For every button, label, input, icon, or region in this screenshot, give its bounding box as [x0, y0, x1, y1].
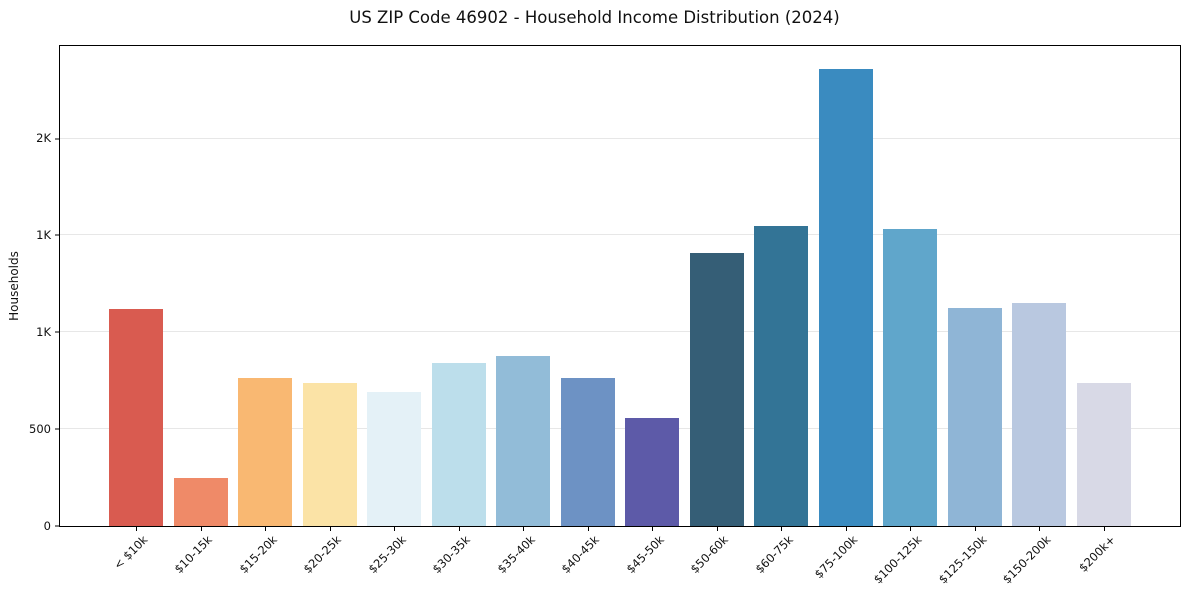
- x-tick-label: $45-50k: [623, 532, 667, 577]
- x-tick-label: $150-200k: [1000, 532, 1054, 587]
- x-tick-label: $50-60k: [687, 532, 732, 577]
- bar: [109, 309, 163, 526]
- x-tick-mark: [587, 526, 589, 531]
- x-tick-label: < $10k: [110, 532, 151, 573]
- x-tick-mark: [845, 526, 847, 531]
- bar-column: $50-60k: [688, 46, 744, 576]
- bar-column: $15-20k: [236, 46, 293, 576]
- x-tick-label: $100-125k: [871, 532, 925, 587]
- bar-column: $150-200k: [1000, 46, 1067, 586]
- bar: [302, 382, 357, 526]
- x-tick-mark: [136, 526, 137, 531]
- bar-column: $10-15k: [172, 46, 228, 576]
- y-tick-mark: [55, 525, 60, 527]
- y-tick-label: 0: [43, 518, 51, 533]
- bar: [496, 355, 551, 526]
- y-tick-label: 500: [29, 421, 51, 436]
- gridline: [60, 137, 1180, 139]
- gridline: [60, 331, 1180, 333]
- bar: [1076, 382, 1131, 526]
- x-tick-mark: [265, 526, 267, 531]
- bar-column: $75-100k: [812, 46, 873, 581]
- x-tick-label: $200k+: [1076, 532, 1119, 575]
- bar-column: $40-45k: [559, 46, 615, 576]
- x-tick-mark: [394, 526, 396, 531]
- x-tick-label: $10-15k: [171, 532, 216, 577]
- bar: [560, 377, 615, 526]
- x-tick-mark: [910, 526, 912, 531]
- x-tick-mark: [974, 526, 976, 531]
- bar: [947, 308, 1002, 526]
- x-tick-mark: [329, 526, 331, 531]
- x-tick-label: $40-45k: [558, 532, 603, 577]
- y-tick-label: 1K: [36, 227, 51, 242]
- x-tick-label: $15-20k: [236, 532, 280, 577]
- bar: [689, 252, 744, 526]
- x-tick-label: $125-150k: [935, 532, 990, 587]
- bar-column: $25-30k: [365, 46, 422, 576]
- bar-column: $125-150k: [936, 46, 1002, 586]
- bar-column: $20-25k: [301, 46, 357, 576]
- y-tick-label: 1K: [36, 324, 51, 339]
- bar: [818, 68, 873, 526]
- x-tick-label: $60-75k: [752, 532, 796, 577]
- y-axis-label: Households: [7, 251, 21, 321]
- x-tick-mark: [1039, 526, 1041, 531]
- bar-column: $60-75k: [752, 46, 809, 576]
- x-tick-mark: [1103, 526, 1105, 531]
- bar: [367, 392, 422, 526]
- x-tick-label: $25-30k: [365, 532, 409, 577]
- x-tick-label: $30-35k: [429, 532, 474, 577]
- x-tick-mark: [523, 526, 525, 531]
- bar-column: $100-125k: [871, 46, 938, 586]
- y-tick-mark: [55, 234, 60, 236]
- bar-column: $30-35k: [430, 46, 486, 576]
- chart-title: US ZIP Code 46902 - Household Income Dis…: [349, 8, 840, 27]
- gridline: [60, 428, 1180, 430]
- x-tick-label: $75-100k: [811, 532, 861, 582]
- y-tick-mark: [55, 331, 60, 333]
- bar: [625, 417, 680, 526]
- bar-column: < $10k: [109, 46, 163, 572]
- bar: [238, 377, 293, 526]
- bar: [173, 477, 228, 526]
- x-tick-mark: [781, 526, 783, 531]
- y-tick-mark: [55, 428, 60, 430]
- x-tick-mark: [200, 526, 202, 531]
- x-tick-mark: [458, 526, 460, 531]
- x-tick-label: $35-40k: [494, 532, 538, 577]
- y-tick-mark: [55, 138, 60, 140]
- bar: [883, 228, 938, 526]
- x-tick-label: $20-25k: [300, 532, 345, 577]
- x-tick-mark: [716, 526, 718, 531]
- plot-area: 0 500 1K 1K 2K < $10k $10-15k $15-20k $20-25k $2…: [29, 45, 1181, 586]
- gridline: [60, 234, 1180, 236]
- bar: [1012, 303, 1067, 526]
- bar: [431, 363, 486, 526]
- bar-column: $45-50k: [623, 46, 680, 576]
- bar-series: < $10k $10-15k $15-20k $20-25k $25-30k $30-35…: [60, 46, 1180, 586]
- bar: [754, 225, 809, 526]
- bar-column: $35-40k: [494, 46, 551, 576]
- bar-column: $200k+: [1076, 46, 1131, 575]
- y-tick-label: 2K: [36, 130, 51, 145]
- x-tick-mark: [652, 526, 654, 531]
